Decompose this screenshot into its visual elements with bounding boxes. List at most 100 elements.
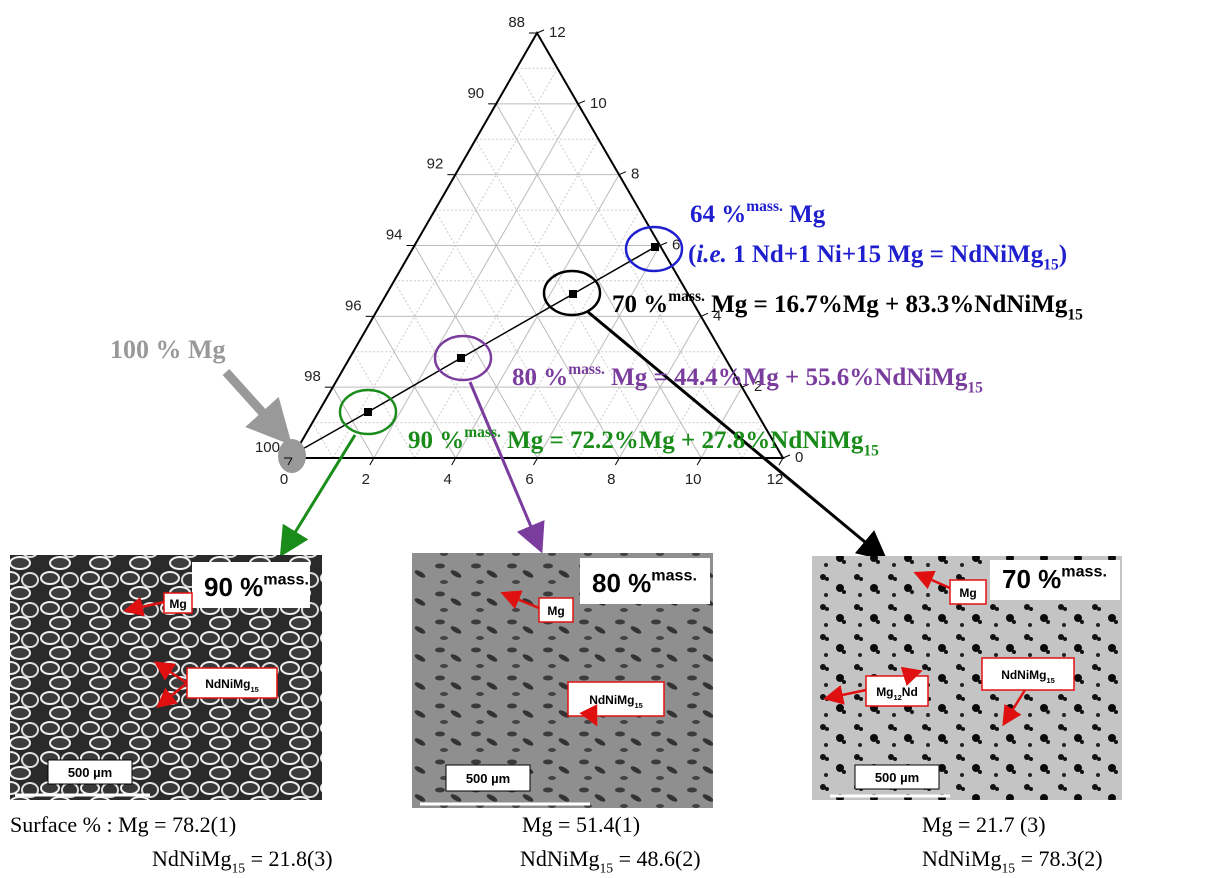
text-segment: 90 % bbox=[204, 572, 263, 602]
caption: Mg = 21.7 (3) bbox=[922, 812, 1046, 837]
text-segment: Mg bbox=[783, 201, 826, 228]
sup-segment: mass. bbox=[746, 198, 783, 215]
bottom-tick-label: 8 bbox=[607, 471, 615, 488]
phase-label: Mg bbox=[547, 604, 564, 618]
sub-segment: 15 bbox=[599, 861, 613, 876]
text-segment: ) bbox=[1059, 241, 1067, 268]
tick bbox=[578, 101, 585, 104]
bottom-tick-label: 6 bbox=[525, 471, 533, 488]
tick bbox=[452, 458, 456, 465]
mg-corner bbox=[278, 439, 306, 473]
tick bbox=[615, 458, 619, 465]
sup-segment: mass. bbox=[464, 424, 501, 441]
sub-segment: 12 bbox=[894, 693, 902, 702]
caption: NdNiMg15 = 48.6(2) bbox=[520, 846, 701, 876]
text-segment: NdNiMg bbox=[1001, 668, 1046, 682]
caption: Mg = 51.4(1) bbox=[522, 812, 640, 837]
sub-segment: 15 bbox=[251, 685, 259, 694]
text-segment: NdNiMg bbox=[922, 846, 1001, 871]
bottom-tick-label: 12 bbox=[767, 471, 784, 488]
text-segment: 80 % bbox=[512, 364, 568, 391]
text-segment: Mg = 72.2%Mg + 27.8%NdNiMg bbox=[501, 427, 864, 454]
gray-arrow bbox=[226, 372, 280, 432]
left-tick-label: 98 bbox=[304, 368, 321, 385]
grid-line bbox=[353, 352, 415, 458]
bottom-tick-label: 0 bbox=[280, 471, 288, 488]
text-segment: 70 % bbox=[612, 291, 668, 318]
text-segment: NdNiMg bbox=[520, 846, 599, 871]
text-segment: Surface % : Mg = 78.2(1) bbox=[10, 812, 236, 837]
text-segment: 64 % bbox=[690, 201, 746, 228]
text-segment: Nd bbox=[902, 685, 918, 699]
right-tick-label: 8 bbox=[631, 166, 639, 183]
tick bbox=[537, 30, 544, 33]
text-segment: NdNiMg bbox=[205, 677, 250, 691]
text-segment: 90 % bbox=[408, 427, 464, 454]
tick bbox=[370, 458, 374, 465]
text-segment: Mg bbox=[876, 685, 893, 699]
caption: NdNiMg15 = 78.3(2) bbox=[922, 846, 1103, 876]
sup-segment: mass. bbox=[668, 288, 705, 305]
bottom-tick-label: 4 bbox=[443, 471, 451, 488]
right-tick-label: 10 bbox=[590, 95, 607, 112]
text-segment: NdNiMg bbox=[152, 846, 231, 871]
grid-line bbox=[312, 423, 333, 458]
annotation: 90 %mass. Mg = 72.2%Mg + 27.8%NdNiMg15 bbox=[408, 424, 879, 460]
right-tick-label: 12 bbox=[549, 24, 566, 41]
sup-segment: mass. bbox=[568, 361, 605, 378]
caption: NdNiMg15 = 21.8(3) bbox=[152, 846, 333, 876]
left-tick-label: 92 bbox=[427, 156, 444, 173]
text-segment: ( bbox=[688, 241, 696, 268]
grid-line bbox=[415, 139, 599, 458]
grid-line bbox=[333, 68, 558, 458]
grid-line bbox=[497, 210, 640, 458]
sub-segment: 15 bbox=[1067, 307, 1083, 324]
annotation: 70 %mass. Mg = 16.7%Mg + 83.3%NdNiMg15 bbox=[612, 288, 1083, 324]
sub-segment: 15 bbox=[1047, 676, 1055, 685]
italic-segment: i.e. bbox=[696, 241, 727, 268]
text-segment: = 78.3(2) bbox=[1015, 846, 1103, 871]
bottom-tick-label: 2 bbox=[362, 471, 370, 488]
sub-segment: 15 bbox=[1043, 257, 1059, 274]
text-segment: Mg = 51.4(1) bbox=[522, 812, 640, 837]
right-tick-label: 6 bbox=[672, 237, 680, 254]
tick bbox=[697, 458, 701, 465]
text-segment: Mg bbox=[959, 586, 976, 600]
tick bbox=[660, 243, 667, 246]
tick bbox=[783, 455, 790, 458]
phase-label: Mg bbox=[169, 597, 186, 611]
text-segment: 70 % bbox=[1002, 564, 1061, 594]
sup-segment: mass. bbox=[263, 570, 309, 588]
point bbox=[364, 408, 372, 416]
text-segment: Mg bbox=[169, 597, 186, 611]
tick bbox=[619, 172, 626, 175]
left-tick-label: 96 bbox=[345, 297, 362, 314]
text-segment: Mg bbox=[547, 604, 564, 618]
pure-label: 100 % Mg bbox=[110, 335, 226, 364]
sup-segment: mass. bbox=[651, 566, 697, 584]
bottom-tick-label: 10 bbox=[685, 471, 702, 488]
figure: 100 % Mg 0246810121009896949290880246810… bbox=[0, 0, 1228, 878]
scale-label: 500 µm bbox=[875, 770, 919, 785]
text-segment: 80 % bbox=[592, 568, 651, 598]
tick bbox=[779, 458, 783, 465]
left-tick-label: 90 bbox=[467, 85, 484, 102]
sub-segment: 15 bbox=[231, 861, 245, 876]
text-segment: Mg = 44.4%Mg + 55.6%NdNiMg bbox=[605, 364, 968, 391]
arrow bbox=[470, 382, 540, 548]
annotation: 80 %mass. Mg = 44.4%Mg + 55.6%NdNiMg15 bbox=[512, 361, 983, 397]
tick bbox=[534, 458, 538, 465]
text-segment: Mg = 16.7%Mg + 83.3%NdNiMg bbox=[705, 291, 1068, 318]
grid-line bbox=[435, 210, 579, 458]
sup-segment: mass. bbox=[1061, 562, 1107, 580]
text-segment: Mg = 21.7 (3) bbox=[922, 812, 1046, 837]
sub-segment: 15 bbox=[635, 701, 643, 710]
left-tick-label: 94 bbox=[386, 227, 403, 244]
sub-segment: 15 bbox=[967, 380, 983, 397]
text-segment: = 48.6(2) bbox=[613, 846, 701, 871]
annotation: (i.e. 1 Nd+1 Ni+15 Mg = NdNiMg15) bbox=[688, 241, 1067, 274]
left-tick-label: 100 bbox=[255, 439, 280, 456]
phase-label: Mg bbox=[959, 586, 976, 600]
point bbox=[457, 354, 465, 362]
point bbox=[569, 290, 577, 298]
